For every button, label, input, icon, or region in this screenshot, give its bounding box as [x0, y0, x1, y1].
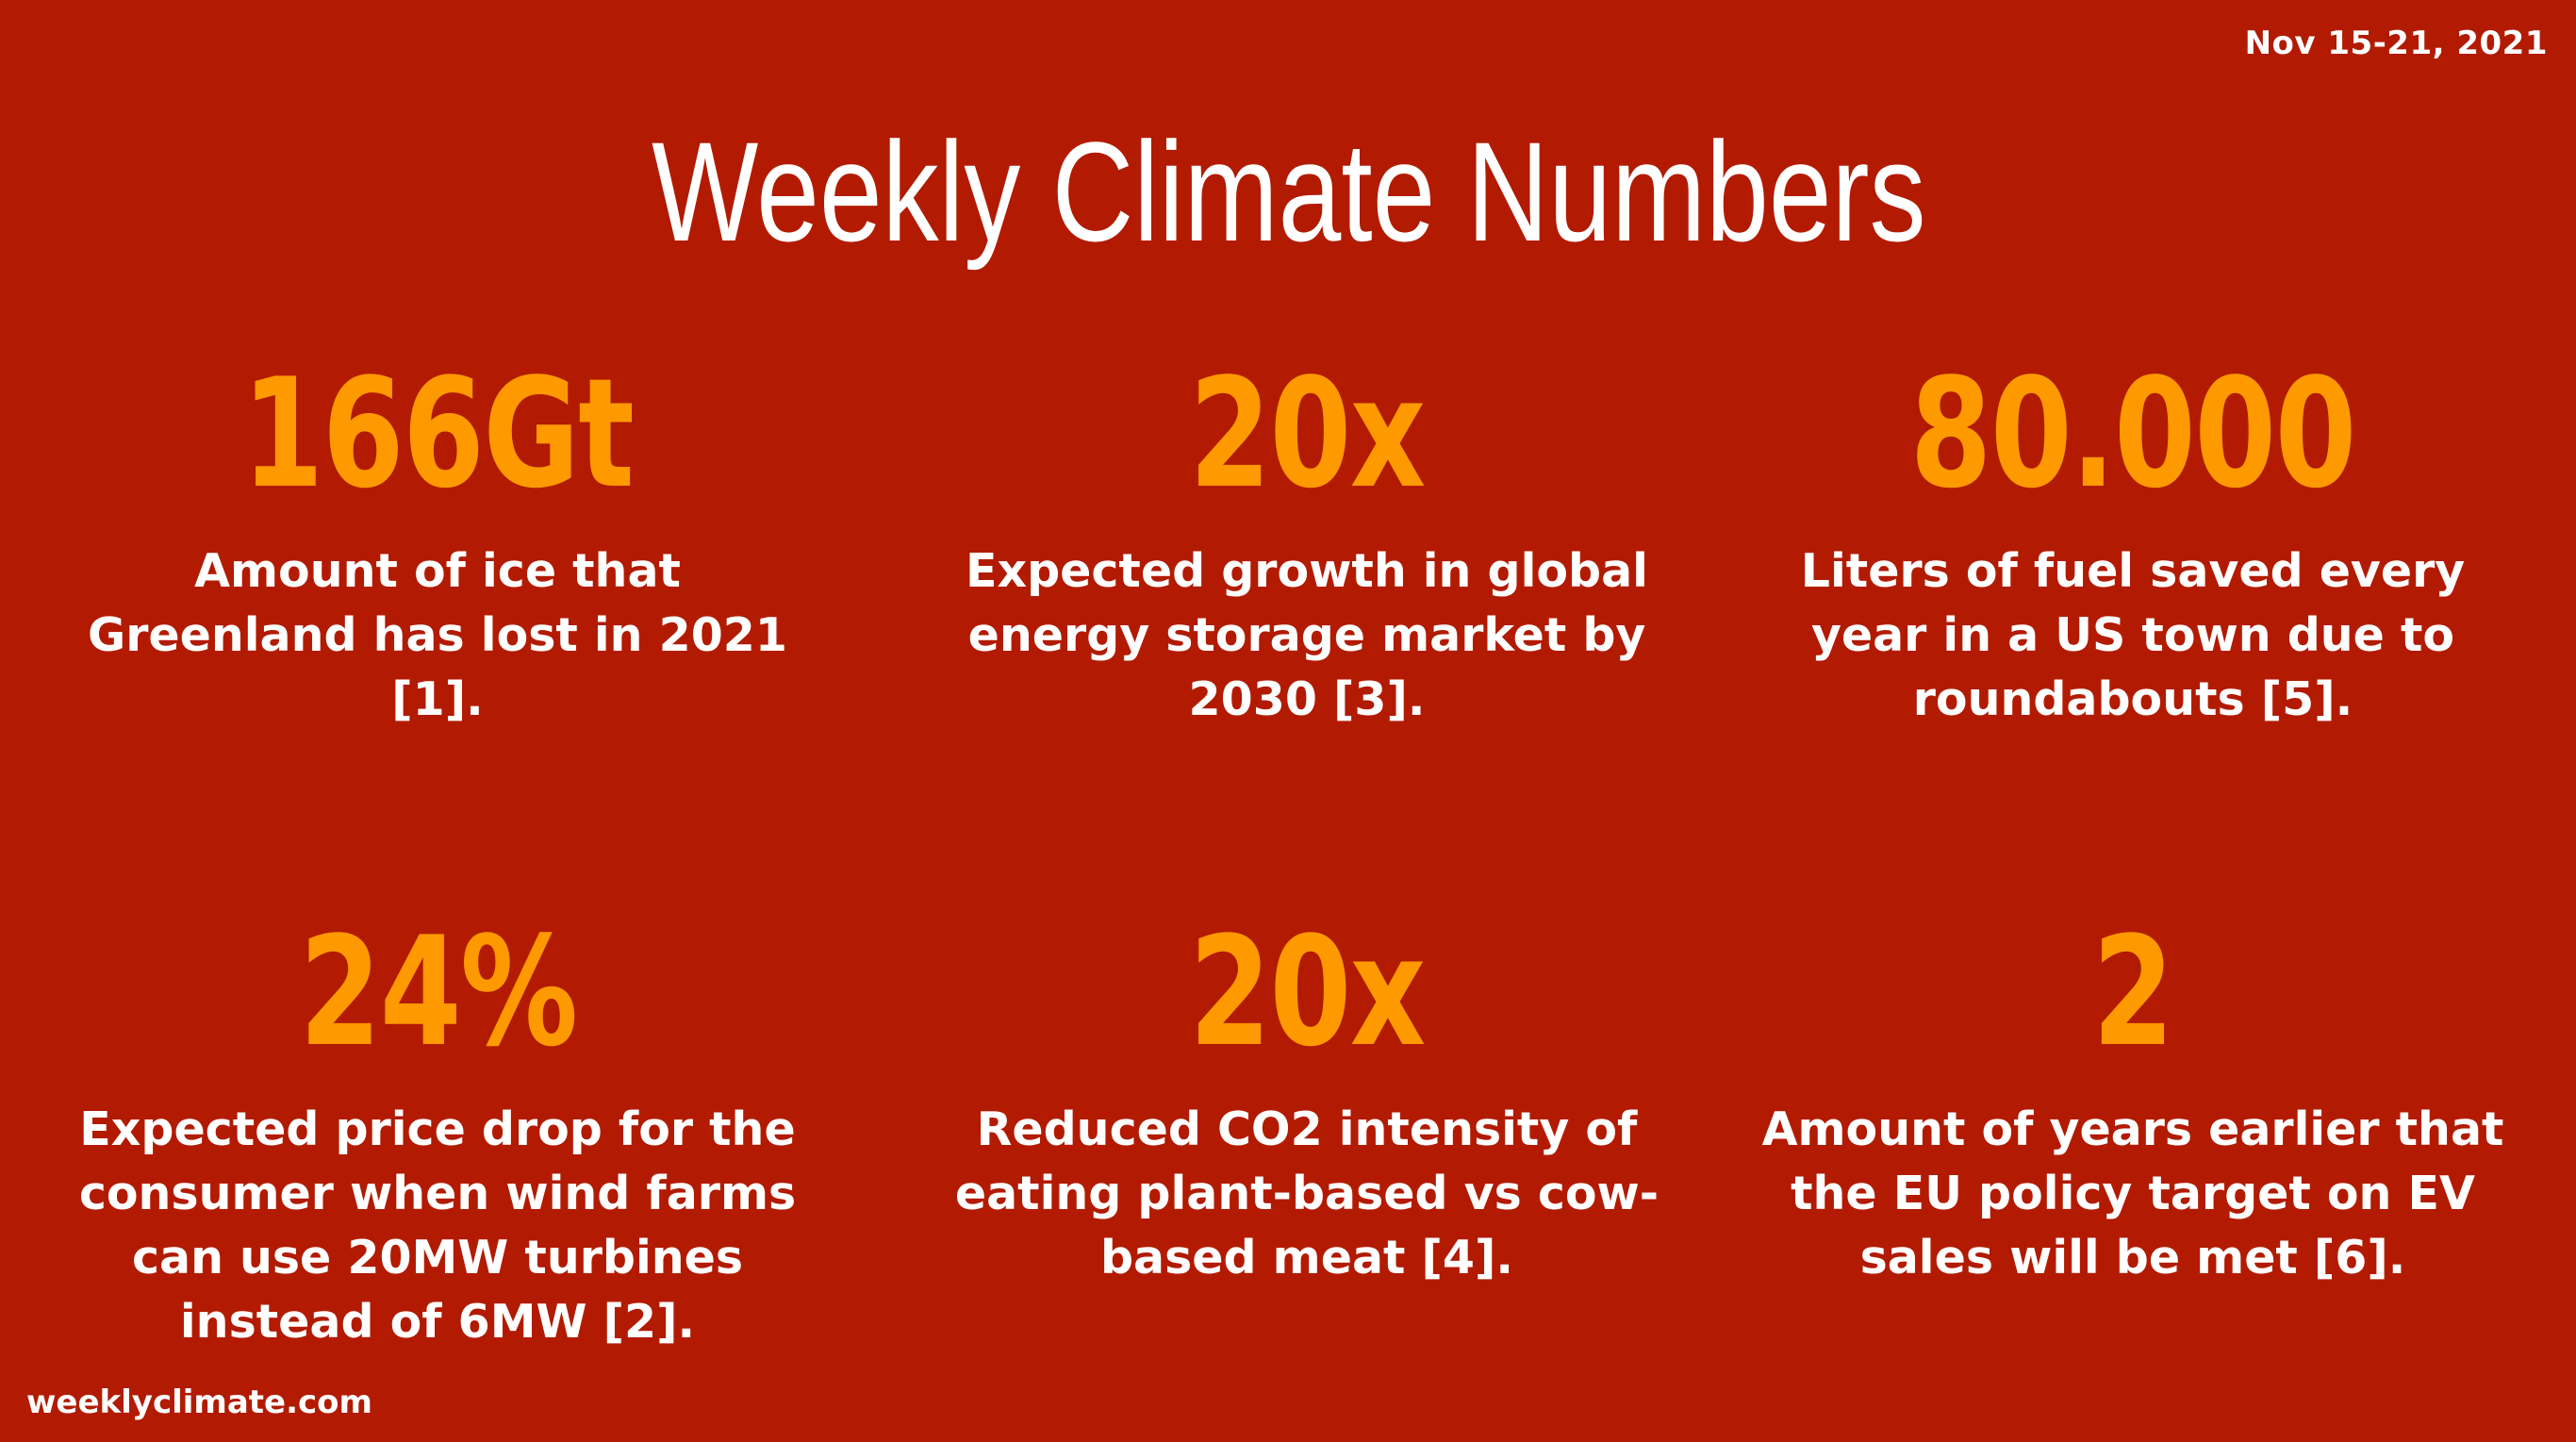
- stat-number: 166Gt: [241, 345, 635, 522]
- date-label: Nov 15-21, 2021: [2244, 25, 2548, 62]
- stat-number: 80.000: [1909, 345, 2357, 522]
- stat-number: 24%: [298, 903, 578, 1080]
- stat-card-energy-storage: 20x Expected growth in global energy sto…: [911, 349, 1703, 732]
- stat-card-ice-loss: 166Gt Amount of ice that Greenland has l…: [41, 349, 834, 732]
- stat-card-fuel-saved: 80.000 Liters of fuel saved every year i…: [1737, 349, 2529, 732]
- stat-card-price-drop: 24% Expected price drop for the consumer…: [41, 907, 834, 1354]
- website-link[interactable]: weeklyclimate.com: [26, 1384, 372, 1421]
- stat-number: 20x: [1189, 903, 1426, 1080]
- stat-number: 20x: [1189, 345, 1426, 522]
- stat-description: Liters of fuel saved every year in a US …: [1800, 544, 2466, 726]
- page-title: Weekly Climate Numbers: [652, 112, 1926, 271]
- stat-description: Expected price drop for the consumer whe…: [78, 1102, 797, 1349]
- stat-card-ev-target: 2 Amount of years earlier that the EU po…: [1737, 907, 2529, 1290]
- stat-description: Expected growth in global energy storage…: [966, 544, 1648, 726]
- stat-description: Reduced CO2 intensity of eating plant-ba…: [954, 1102, 1660, 1285]
- stat-description: Amount of ice that Greenland has lost in…: [87, 544, 787, 726]
- stat-number: 2: [2092, 903, 2174, 1080]
- stat-description: Amount of years earlier that the EU poli…: [1761, 1102, 2504, 1285]
- stat-card-co2-intensity: 20x Reduced CO2 intensity of eating plan…: [911, 907, 1703, 1290]
